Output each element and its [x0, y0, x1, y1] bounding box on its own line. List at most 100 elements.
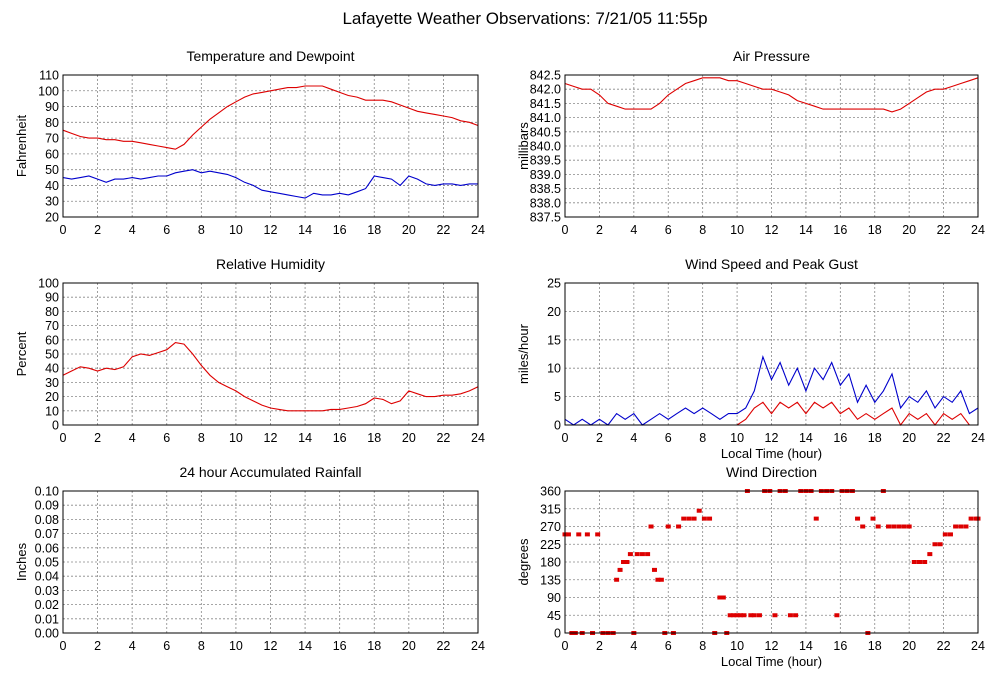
x-tick-label: 12 — [765, 223, 779, 237]
data-point — [701, 516, 707, 521]
data-point — [793, 613, 799, 618]
y-axis-label: Inches — [14, 542, 29, 581]
data-point — [648, 524, 654, 529]
y-tick-label: 30 — [45, 195, 59, 209]
data-point — [720, 595, 726, 600]
data-point — [942, 532, 948, 537]
y-tick-label: 840.5 — [530, 125, 561, 139]
data-point — [614, 577, 620, 582]
data-point — [756, 613, 762, 618]
x-tick-label: 6 — [163, 639, 170, 653]
chart-title: 24 hour Accumulated Rainfall — [179, 464, 361, 480]
chart-title: Wind Speed and Peak Gust — [685, 256, 858, 272]
x-tick-label: 22 — [436, 639, 450, 653]
x-tick-label: 14 — [298, 431, 312, 445]
x-tick-label: 2 — [94, 223, 101, 237]
y-axis-label: millibars — [516, 122, 531, 170]
x-tick-label: 2 — [94, 639, 101, 653]
x-tick-label: 20 — [402, 431, 416, 445]
x-tick-label: 14 — [298, 639, 312, 653]
data-point — [886, 524, 892, 529]
series-line-1 — [62, 85, 479, 150]
x-tick-label: 12 — [765, 639, 779, 653]
data-point — [751, 613, 757, 618]
y-tick-label: 839.5 — [530, 154, 561, 168]
data-point — [584, 532, 590, 537]
data-point — [655, 577, 661, 582]
data-point — [911, 560, 917, 564]
data-point — [953, 524, 959, 529]
data-point — [727, 613, 733, 618]
x-tick-label: 16 — [333, 223, 347, 237]
data-point — [922, 560, 928, 564]
data-point — [963, 524, 969, 529]
y-tick-label: 100 — [38, 277, 59, 291]
data-point — [937, 542, 943, 547]
x-tick-label: 24 — [971, 639, 985, 653]
y-axis-label: miles/hour — [516, 323, 531, 384]
x-tick-label: 0 — [562, 431, 569, 445]
data-point — [968, 516, 974, 521]
x-tick-label: 24 — [471, 223, 485, 237]
x-tick-label: 22 — [937, 223, 951, 237]
data-point — [932, 542, 938, 547]
y-axis-label: Percent — [14, 331, 29, 376]
x-tick-label: 0 — [60, 639, 67, 653]
y-tick-label: 60 — [45, 147, 59, 161]
x-tick-label: 24 — [971, 431, 985, 445]
x-tick-label: 12 — [264, 431, 278, 445]
plot-frame — [62, 282, 479, 426]
x-tick-label: 24 — [471, 639, 485, 653]
plot-area — [565, 283, 978, 425]
x-tick-label: 18 — [868, 431, 882, 445]
x-tick-label: 18 — [367, 431, 381, 445]
x-tick-label: 8 — [198, 223, 205, 237]
y-tick-label: 70 — [45, 132, 59, 146]
x-tick-label: 22 — [937, 431, 951, 445]
y-tick-label: 0 — [52, 419, 59, 433]
data-point — [645, 552, 651, 557]
y-tick-label: 841.0 — [530, 111, 561, 125]
data-point — [870, 516, 876, 521]
y-tick-label: 10 — [547, 362, 561, 376]
x-tick-label: 4 — [630, 639, 637, 653]
x-tick-label: 8 — [699, 223, 706, 237]
x-tick-label: 24 — [471, 431, 485, 445]
x-tick-label: 10 — [730, 431, 744, 445]
x-tick-label: 2 — [596, 223, 603, 237]
data-point — [696, 508, 702, 513]
data-point — [855, 516, 861, 521]
x-tick-label: 8 — [198, 431, 205, 445]
y-tick-label: 0.03 — [35, 584, 59, 598]
y-tick-label: 135 — [540, 573, 561, 587]
y-tick-label: 20 — [547, 305, 561, 319]
x-tick-label: 16 — [833, 639, 847, 653]
x-tick-label: 12 — [264, 639, 278, 653]
y-tick-label: 842.5 — [530, 69, 561, 83]
y-tick-label: 0.09 — [35, 499, 59, 513]
y-tick-label: 360 — [540, 485, 561, 499]
y-tick-label: 40 — [45, 362, 59, 376]
data-point — [772, 613, 778, 618]
x-tick-label: 10 — [730, 223, 744, 237]
y-tick-label: 80 — [45, 116, 59, 130]
y-tick-label: 10 — [45, 404, 59, 418]
x-tick-label: 0 — [562, 639, 569, 653]
y-tick-label: 841.5 — [530, 97, 561, 111]
x-tick-label: 14 — [799, 431, 813, 445]
y-tick-label: 0.00 — [35, 627, 59, 641]
plot-frame — [564, 282, 979, 426]
y-axis-label: degrees — [516, 538, 531, 585]
x-tick-label: 4 — [129, 639, 136, 653]
data-point — [906, 524, 912, 529]
x-tick-label: 10 — [229, 223, 243, 237]
x-tick-label: 20 — [902, 639, 916, 653]
data-point — [741, 613, 747, 618]
data-point — [565, 532, 571, 537]
y-tick-label: 180 — [540, 556, 561, 570]
